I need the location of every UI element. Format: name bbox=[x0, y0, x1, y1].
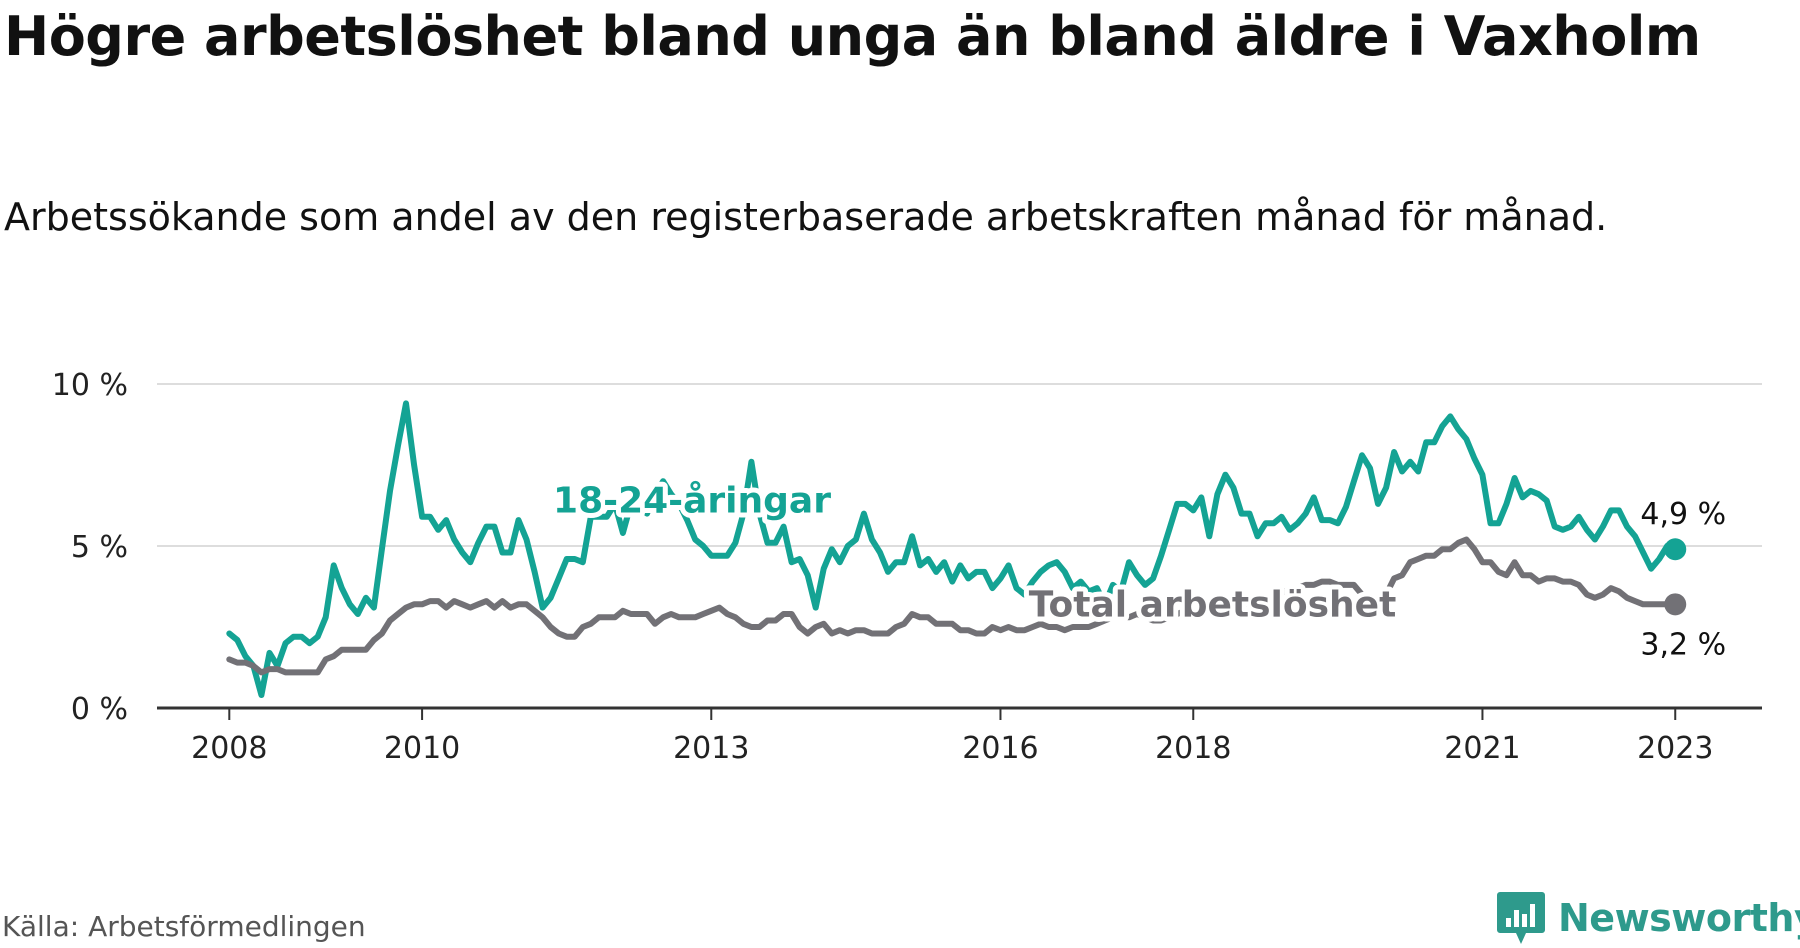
logo-text: Newsworthy bbox=[1558, 896, 1800, 940]
chart-subtitle: Arbetssökande som andel av den registerb… bbox=[4, 195, 1608, 239]
x-tick-label: 2013 bbox=[673, 731, 749, 766]
source-note: Källa: Arbetsförmedlingen bbox=[2, 910, 366, 943]
x-tick-label: 2008 bbox=[191, 731, 267, 766]
end-marker-total bbox=[1664, 593, 1687, 616]
x-tick-label: 2018 bbox=[1155, 731, 1231, 766]
series-label-youth: 18-24-åringar bbox=[553, 481, 831, 522]
series-line-total bbox=[226, 536, 1679, 676]
grid-lines bbox=[157, 383, 1762, 710]
end-label-youth: 4,9 % bbox=[1640, 497, 1726, 532]
y-tick-label: 10 % bbox=[52, 368, 128, 403]
series-lines bbox=[226, 400, 1687, 698]
series-labels: 4,9 % 3,2 % 18-24-åringar Total arbetslöshe… bbox=[548, 476, 1726, 663]
end-label-total: 3,2 % bbox=[1640, 627, 1726, 662]
line-chart: 0 %5 %10 % 2008 2010 2013 2016 2018 2021 2023 … bbox=[52, 368, 1762, 766]
series-line-youth bbox=[226, 400, 1679, 698]
x-tick-label: 2016 bbox=[962, 731, 1038, 766]
y-tick-label: 5 % bbox=[71, 530, 128, 565]
y-axis-ticks: 0 % 5 % 10 % bbox=[52, 368, 128, 727]
x-tick-label: 2023 bbox=[1637, 731, 1713, 766]
end-marker-youth bbox=[1664, 538, 1687, 561]
bar-chart-icon bbox=[1497, 892, 1545, 944]
x-tick-label: 2021 bbox=[1444, 731, 1520, 766]
newsworthy-logo: Newsworthy bbox=[1496, 890, 1800, 946]
series-label-total: Total arbetslöshet bbox=[1029, 584, 1397, 625]
y-tick-label: 0 % bbox=[71, 692, 128, 727]
x-tick-label: 2010 bbox=[384, 731, 460, 766]
x-axis-ticks: 2008 2010 2013 2016 2018 2021 2023 bbox=[191, 708, 1713, 766]
chart-title: Högre arbetslöshet bland unga än bland ä… bbox=[4, 5, 1701, 68]
